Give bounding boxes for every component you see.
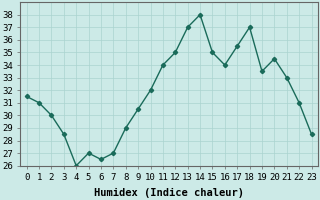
X-axis label: Humidex (Indice chaleur): Humidex (Indice chaleur) (94, 188, 244, 198)
